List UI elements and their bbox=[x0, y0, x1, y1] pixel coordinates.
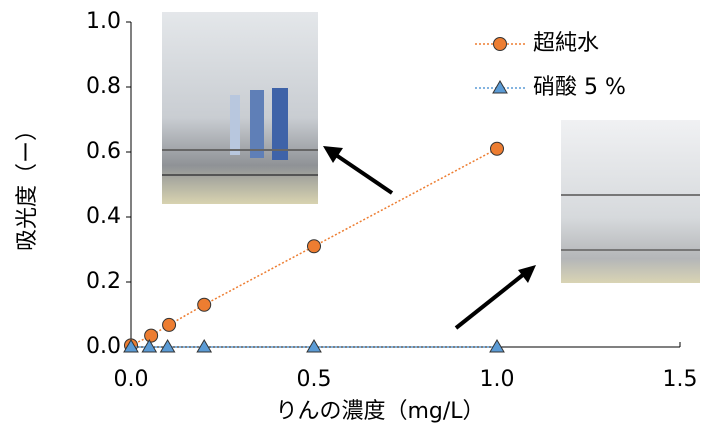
x-tick-label: 1.0 bbox=[480, 367, 515, 392]
y-tick-label: 0.0 bbox=[86, 334, 121, 359]
chart: りんの濃度（mg/L） 吸光度（ー） 0.0 0.2 0.4 0.6 0.8 1.0 0.0… bbox=[0, 0, 704, 437]
x-axis-label: りんの濃度（mg/L） bbox=[275, 399, 484, 424]
y-tick-label: 0.8 bbox=[86, 74, 121, 99]
legend-marker bbox=[493, 81, 507, 93]
arrows bbox=[323, 146, 536, 328]
y-tick-label: 0.2 bbox=[86, 269, 121, 294]
y-tick-label: 0.6 bbox=[86, 139, 121, 164]
data-point bbox=[163, 318, 176, 331]
legend-label: 硝酸 5 % bbox=[533, 75, 626, 100]
data-point bbox=[197, 340, 211, 352]
y-tick-label: 0.4 bbox=[86, 204, 121, 229]
data-point bbox=[161, 340, 175, 352]
x-tick-label: 0.0 bbox=[114, 367, 149, 392]
data-point bbox=[145, 329, 158, 342]
x-tick-label: 1.5 bbox=[663, 367, 698, 392]
data-point bbox=[490, 340, 504, 352]
y-tick-label: 1.0 bbox=[86, 9, 121, 34]
photo-right bbox=[561, 120, 700, 283]
photo-left bbox=[162, 12, 318, 204]
x-tick-label: 0.5 bbox=[297, 367, 332, 392]
data-point bbox=[308, 240, 321, 253]
legend-label: 超純水 bbox=[533, 31, 599, 56]
y-axis-label: 吸光度（ー） bbox=[15, 119, 40, 251]
data-point bbox=[198, 298, 211, 311]
data-point bbox=[491, 142, 504, 155]
data-point bbox=[307, 340, 321, 352]
legend-marker bbox=[494, 38, 507, 51]
